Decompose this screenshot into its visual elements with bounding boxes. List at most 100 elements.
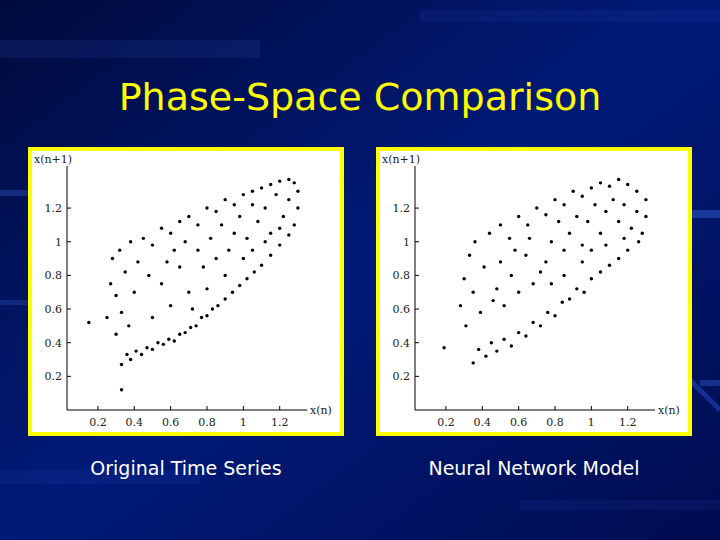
point (571, 190, 574, 193)
point (611, 198, 614, 201)
point (114, 294, 117, 297)
point (593, 203, 596, 206)
point (617, 178, 620, 181)
point (590, 277, 593, 280)
point (468, 253, 471, 256)
point (590, 186, 593, 189)
point (160, 282, 163, 285)
y-tick (415, 275, 419, 276)
point (278, 243, 281, 246)
point (129, 240, 132, 243)
x-tick-label: 0.4 (474, 416, 492, 429)
decor-stripe (700, 380, 720, 386)
point (87, 321, 90, 324)
y-tick (67, 309, 71, 310)
point (599, 232, 602, 235)
point (167, 338, 170, 341)
point (557, 220, 560, 223)
point (114, 333, 117, 336)
x-tick-label: 0.8 (546, 416, 564, 429)
point (604, 243, 607, 246)
point (599, 181, 602, 184)
y-axis (67, 166, 68, 410)
x-axis-label: x(n) (310, 404, 332, 417)
points (87, 178, 299, 392)
point (524, 334, 527, 337)
chart: 0.20.40.60.811.20.20.40.60.811.2x(n)x(n+… (30, 149, 342, 434)
y-tick-label: 0.2 (45, 370, 63, 383)
point (231, 291, 234, 294)
y-tick-label: 0.6 (393, 303, 411, 316)
point (169, 304, 172, 307)
point (626, 183, 629, 186)
point (147, 274, 150, 277)
x-tick (591, 406, 592, 410)
point (644, 215, 647, 218)
point (205, 206, 208, 209)
point (120, 311, 123, 314)
point (238, 215, 241, 218)
point (269, 183, 272, 186)
point (205, 287, 208, 290)
point (517, 215, 520, 218)
point (488, 232, 491, 235)
point (517, 291, 520, 294)
x-tick (97, 406, 98, 410)
point (473, 240, 476, 243)
point (491, 299, 494, 302)
point (251, 203, 254, 206)
point (575, 287, 578, 290)
point (142, 237, 145, 240)
point (502, 338, 505, 341)
y-tick (415, 376, 419, 377)
point (205, 314, 208, 317)
point (531, 282, 534, 285)
point (499, 260, 502, 263)
x-axis-label: x(n) (658, 404, 680, 417)
point (590, 248, 593, 251)
point (562, 203, 565, 206)
point (630, 227, 633, 230)
point (531, 321, 534, 324)
y-tick-label: 0.2 (393, 370, 411, 383)
point (178, 220, 181, 223)
point (296, 206, 299, 209)
point (269, 232, 272, 235)
point (528, 237, 531, 240)
point (260, 264, 263, 267)
point (245, 277, 248, 280)
point (133, 291, 136, 294)
point (278, 227, 281, 230)
point (546, 311, 549, 314)
y-axis-label: x(n+1) (34, 153, 72, 166)
point (553, 198, 556, 201)
x-tick-label: 1.2 (619, 416, 637, 429)
x-tick (170, 406, 171, 410)
point (125, 353, 128, 356)
chart-frame (378, 149, 690, 434)
point (539, 270, 542, 273)
point (211, 307, 214, 310)
point (581, 243, 584, 246)
point (622, 237, 625, 240)
point (178, 265, 181, 268)
y-tick (67, 342, 71, 343)
point (490, 341, 493, 344)
y-tick-label: 1.2 (45, 202, 63, 215)
point (253, 270, 256, 273)
point (562, 248, 565, 251)
point (544, 260, 547, 263)
point (223, 297, 226, 300)
y-tick (67, 208, 71, 209)
point (134, 349, 137, 352)
chart-frame (30, 149, 342, 434)
point (173, 339, 176, 342)
point (526, 223, 529, 226)
point (127, 324, 130, 327)
point (287, 198, 290, 201)
chart: 0.20.40.60.811.20.20.40.60.811.2x(n)x(n+… (378, 149, 690, 434)
y-tick-label: 1 (55, 236, 62, 249)
y-tick-label: 1 (403, 236, 410, 249)
point (604, 210, 607, 213)
x-tick-label: 1 (588, 416, 595, 429)
